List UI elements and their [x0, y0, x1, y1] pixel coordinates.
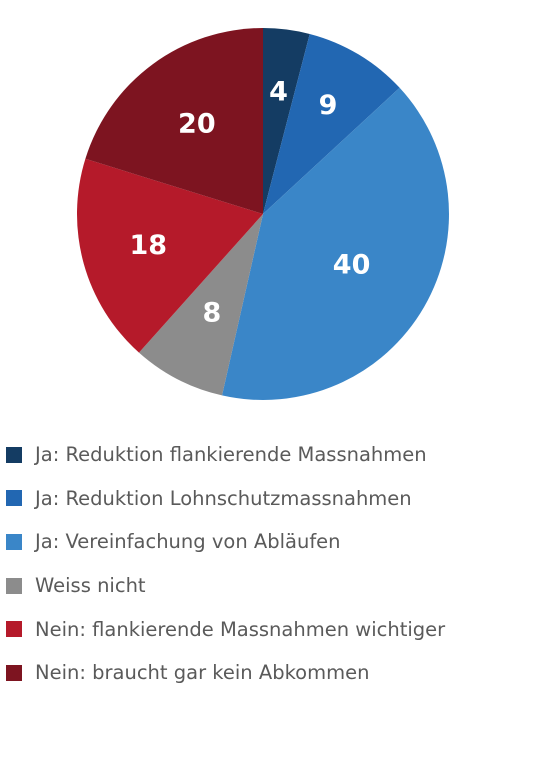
- legend-item: Ja: Vereinfachung von Abläufen: [6, 520, 445, 564]
- pie-slice: [138, 214, 263, 396]
- slice-value-label: 9: [319, 90, 338, 121]
- legend-swatch: [6, 533, 22, 550]
- slice-value-label: 4: [269, 77, 288, 108]
- legend: Ja: Reduktion flankierende Massnahmen Ja:…: [6, 433, 445, 695]
- legend-label: Ja: Vereinfachung von Abläufen: [35, 530, 341, 554]
- legend-label: Weiss nicht: [35, 574, 146, 598]
- pie-slice: [222, 87, 449, 400]
- legend-swatch: [6, 664, 22, 681]
- pie-slice: [77, 158, 263, 353]
- legend-item: Ja: Reduktion Lohnschutzmassnahmen: [6, 477, 445, 521]
- legend-item: Ja: Reduktion flankierende Massnahmen: [6, 433, 445, 477]
- legend-swatch: [6, 577, 22, 594]
- pie-slice-labels: 4 9 40 8 18 20: [129, 77, 370, 329]
- pie-chart: 4 9 40 8 18 20: [77, 27, 449, 400]
- legend-label: Nein: flankierende Massnahmen wichtiger: [35, 617, 446, 641]
- legend-item: Nein: flankierende Massnahmen wichtiger: [6, 607, 445, 651]
- legend-item: Weiss nicht: [6, 564, 445, 608]
- pie-slice: [85, 27, 263, 215]
- pie-slice: [263, 28, 310, 214]
- slice-value-label: 20: [178, 109, 216, 140]
- slice-value-label: 40: [333, 250, 371, 281]
- legend-item: Nein: braucht gar kein Abkommen: [6, 651, 445, 695]
- slice-value-label: 8: [202, 298, 221, 329]
- pie-slices: [77, 27, 449, 400]
- legend-label: Nein: braucht gar kein Abkommen: [35, 661, 370, 685]
- legend-swatch: [6, 446, 22, 463]
- legend-swatch: [6, 621, 22, 638]
- legend-swatch: [6, 490, 22, 507]
- slice-value-label: 18: [129, 230, 167, 261]
- pie-slice: [263, 33, 400, 215]
- legend-label: Ja: Reduktion flankierende Massnahmen: [35, 443, 427, 467]
- legend-label: Ja: Reduktion Lohnschutzmassnahmen: [35, 486, 412, 510]
